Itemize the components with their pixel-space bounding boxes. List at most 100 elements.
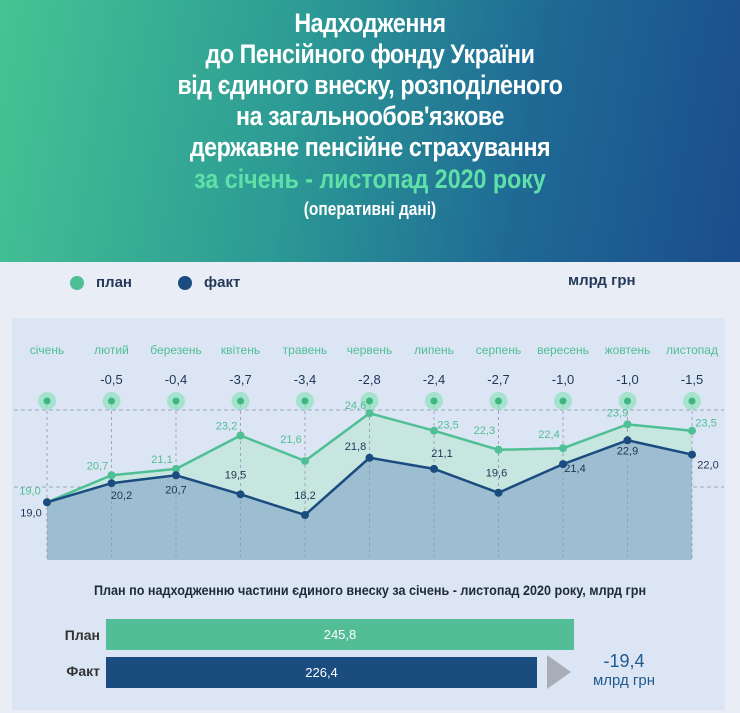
- plan-point: [301, 456, 309, 465]
- month-label: липень: [414, 343, 454, 357]
- plan-point: [107, 471, 116, 480]
- fact-value-label: 22,9: [617, 445, 638, 457]
- fact-point: [688, 450, 696, 459]
- fact-point: [365, 453, 374, 462]
- fact-point: [430, 464, 438, 473]
- marker-dot: [624, 397, 631, 405]
- period: за січень - листопад 2020 року: [194, 164, 546, 194]
- fact-dot-icon: [178, 275, 192, 290]
- plan-value-label: 22,4: [538, 429, 559, 441]
- difference-label: -0,5: [100, 372, 122, 387]
- summary-title: План по надходженню частини єдиного внес…: [93, 582, 647, 598]
- fact-value-label: 20,7: [165, 484, 186, 496]
- difference-label: -2,7: [487, 372, 509, 387]
- marker-dot: [301, 397, 309, 405]
- fact-area: [47, 440, 692, 560]
- difference-label: -0,4: [165, 372, 187, 387]
- arrow-right-icon: [547, 655, 571, 689]
- fact-point: [559, 460, 567, 469]
- difference-unit: млрд грн: [592, 672, 656, 689]
- month-label: вересень: [537, 343, 589, 357]
- fact-point: [43, 498, 51, 507]
- marker-dot: [366, 397, 373, 405]
- plan-point: [172, 464, 180, 473]
- fact-point: [172, 471, 180, 480]
- fact-point: [301, 511, 309, 519]
- month-label: жовтень: [605, 343, 651, 357]
- fact-point: [107, 479, 116, 488]
- month-label: травень: [283, 343, 328, 357]
- month-label: серпень: [476, 343, 521, 357]
- marker-dot: [559, 397, 567, 405]
- legend-fact: факт: [178, 274, 240, 291]
- month-label: березень: [150, 343, 201, 357]
- note: (оперативні дані): [303, 199, 437, 219]
- marker-dot: [108, 397, 115, 405]
- fact-value-label: 22,0: [697, 460, 718, 472]
- month-label: квітень: [221, 343, 260, 357]
- plan-point: [559, 444, 567, 453]
- title-line: до Пенсійного фонду України: [205, 39, 535, 69]
- difference-label: -1,0: [616, 372, 638, 387]
- plan-bar: 245,8: [106, 619, 574, 650]
- plan-value-label: 24,6: [345, 400, 366, 412]
- fact-point: [623, 436, 632, 445]
- plan-point: [623, 420, 632, 429]
- fact-value-label: 21,4: [564, 463, 585, 475]
- fact-bar: 226,4: [106, 657, 538, 688]
- marker-dot: [237, 397, 244, 405]
- plan-value-label: 22,3: [474, 425, 495, 437]
- plan-value-label: 23,5: [695, 418, 716, 430]
- plan-point: [430, 426, 438, 435]
- month-label: червень: [347, 343, 392, 357]
- plan-point: [688, 426, 696, 435]
- plan-value-label: 23,9: [607, 407, 628, 419]
- difference-label: -2,8: [358, 372, 380, 387]
- plan-point: [365, 409, 374, 418]
- plan-dot-icon: [70, 275, 84, 290]
- marker-dot: [43, 397, 51, 405]
- fact-value-label: 20,2: [111, 490, 132, 502]
- month-label: лютий: [94, 343, 129, 357]
- fact-bar-value: 226,4: [305, 665, 338, 680]
- plan-value-label: 23,5: [437, 420, 458, 432]
- difference-label: -2,4: [423, 372, 445, 387]
- plan-point: [494, 445, 503, 454]
- marker-dot: [430, 397, 438, 405]
- marker-dot: [495, 397, 502, 405]
- difference-label: -1,0: [552, 372, 574, 387]
- difference-label: -3,4: [294, 372, 316, 387]
- title-line: на загальнообов'язкове: [236, 101, 504, 131]
- plan-bar-label: План: [64, 627, 100, 643]
- fact-value-label: 21,1: [431, 448, 452, 460]
- month-label: січень: [30, 343, 64, 357]
- plan-value-label: 19,0: [19, 485, 40, 497]
- fact-value-label: 19,0: [20, 507, 41, 519]
- plan-point: [236, 431, 245, 440]
- title-line: державне пенсійне страхування: [189, 132, 551, 162]
- plan-value-label: 20,7: [87, 460, 108, 472]
- legend-fact-label: факт: [204, 274, 241, 291]
- difference-value: -19,4: [603, 651, 645, 671]
- header: Надходження до Пенсійного фонду України …: [0, 0, 740, 262]
- marker-dot: [172, 397, 180, 405]
- plan-value-label: 21,1: [151, 454, 172, 466]
- fact-point: [236, 490, 245, 499]
- fact-value-label: 19,6: [486, 468, 507, 480]
- plan-bar-value: 245,8: [323, 627, 357, 642]
- legend-plan-label: план: [96, 274, 132, 291]
- difference: -19,4 млрд грн: [585, 651, 663, 691]
- title-line: від єдиного внеску, розподіленого: [177, 70, 563, 100]
- plan-value-label: 21,6: [280, 434, 301, 446]
- unit-label: млрд грн: [568, 272, 636, 289]
- legend: план факт: [70, 274, 240, 291]
- fact-point: [494, 488, 503, 497]
- fact-bar-label: Факт: [66, 663, 100, 679]
- difference-label: -3,7: [229, 372, 251, 387]
- difference-label: -1,5: [681, 372, 703, 387]
- fact-value-label: 21,8: [345, 441, 366, 453]
- fact-value-label: 19,5: [225, 469, 246, 481]
- month-label: листопад: [666, 343, 718, 357]
- plan-value-label: 23,2: [216, 421, 237, 433]
